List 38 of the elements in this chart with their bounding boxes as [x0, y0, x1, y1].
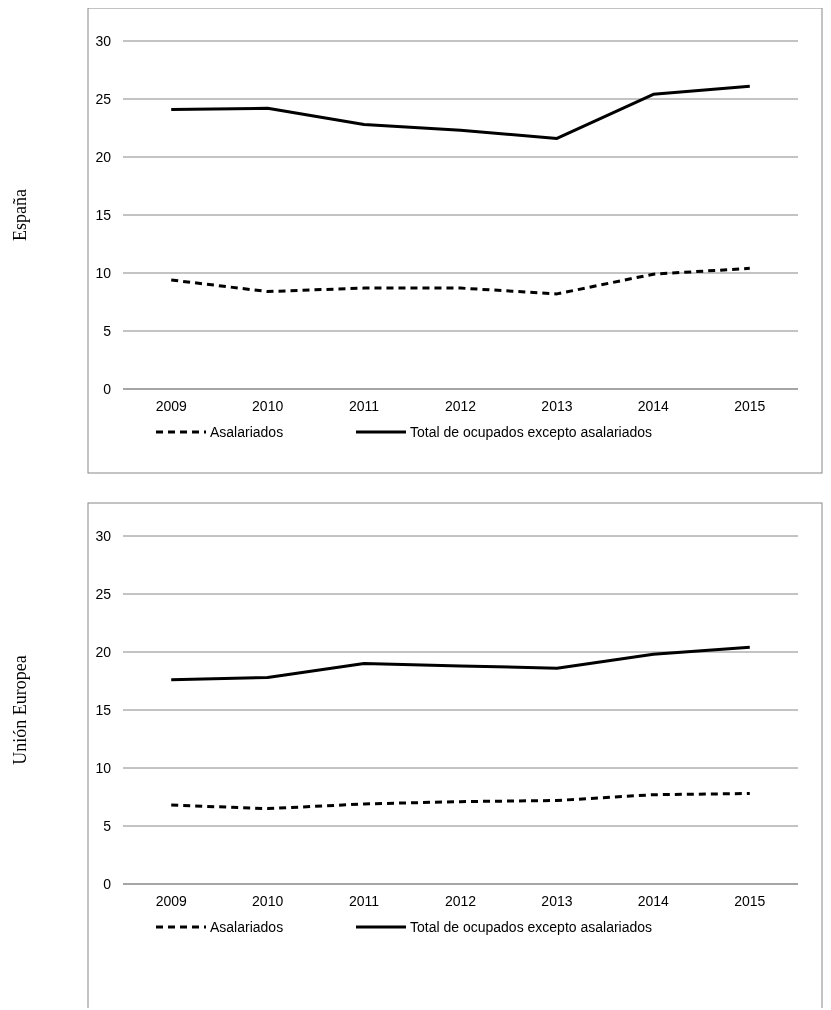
x-tick-label: 2011 — [349, 398, 380, 414]
x-tick-label: 2015 — [734, 893, 766, 909]
x-tick-label: 2013 — [541, 398, 573, 414]
y-axis-title: España — [10, 189, 30, 241]
line-series — [169, 266, 752, 296]
legend-label: Asalariados — [210, 918, 284, 935]
y-tick-label: 20 — [95, 643, 112, 660]
y-tick-label: 0 — [103, 380, 112, 397]
y-tick-label: 30 — [95, 32, 112, 49]
x-tick-label: 2012 — [444, 893, 477, 909]
y-tick-label: 0 — [103, 875, 112, 892]
y-axis-title: Unión Europea — [10, 655, 30, 765]
x-tick-label: 2010 — [252, 893, 284, 909]
y-tick-label: 5 — [103, 322, 112, 339]
y-tick-label: 10 — [95, 264, 112, 281]
x-tick-label: 2009 — [155, 398, 187, 414]
y-tick-label: 5 — [103, 817, 112, 834]
x-tick-label: 2011 — [349, 893, 380, 909]
x-tick-label: 2009 — [155, 893, 187, 909]
x-tick-label: 2010 — [252, 398, 284, 414]
line-series — [169, 792, 752, 811]
x-tick-label: 2013 — [541, 893, 573, 909]
x-tick-label: 2014 — [637, 398, 670, 414]
legend-label: Total de ocupados excepto asalariados — [410, 423, 653, 440]
y-tick-label: 15 — [95, 701, 112, 718]
line-series — [169, 84, 752, 140]
x-tick-label: 2014 — [637, 893, 670, 909]
y-tick-label: 30 — [95, 527, 112, 544]
y-tick-label: 25 — [95, 585, 112, 602]
y-tick-label: 15 — [95, 206, 112, 223]
line-series — [169, 645, 752, 682]
y-tick-label: 20 — [95, 148, 112, 165]
x-tick-label: 2012 — [444, 398, 477, 414]
y-tick-label: 25 — [95, 90, 112, 107]
x-tick-label: 2015 — [734, 398, 766, 414]
legend-label: Asalariados — [210, 423, 284, 440]
y-tick-label: 10 — [95, 759, 112, 776]
legend-label: Total de ocupados excepto asalariados — [410, 918, 653, 935]
